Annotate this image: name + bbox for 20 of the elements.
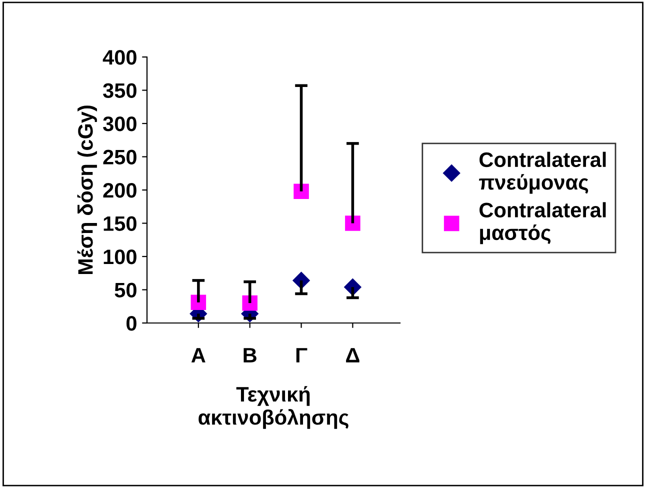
y-tick-label: 200 xyxy=(103,183,136,198)
legend-label: Contralateral πνεύμονας xyxy=(479,152,606,194)
x-tick-label: Β xyxy=(244,348,256,362)
x-tick-label: Α xyxy=(191,348,206,362)
point xyxy=(294,184,309,199)
point xyxy=(242,295,258,311)
x-tick-label: Γ xyxy=(296,348,308,362)
y-tick-label: 0 xyxy=(126,316,136,331)
y-tick-label: 100 xyxy=(104,250,136,264)
x-tick-label: Δ xyxy=(346,348,360,362)
x-axis-title: Τεχνική ακτινοβόλησης xyxy=(198,386,348,429)
y-tick-label: 300 xyxy=(103,116,136,132)
y-tick-label: 150 xyxy=(104,216,136,232)
legend-label: Contralateral μαστός xyxy=(480,202,606,244)
point xyxy=(345,216,360,231)
y-tick-label: 350 xyxy=(103,83,136,98)
y-tick-label: 250 xyxy=(103,150,136,165)
y-axis-title: Μέση δόση (cGy) xyxy=(77,106,97,274)
y-tick-label: 50 xyxy=(114,282,136,298)
y-tick-label: 400 xyxy=(102,50,136,65)
